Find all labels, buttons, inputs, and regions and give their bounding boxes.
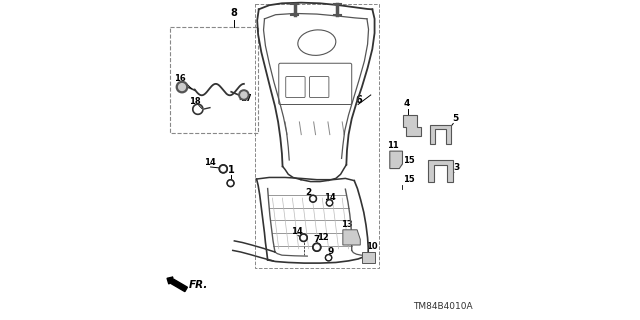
Text: 14: 14 bbox=[204, 158, 215, 167]
Polygon shape bbox=[390, 151, 403, 169]
Text: 8: 8 bbox=[230, 8, 237, 18]
Text: 3: 3 bbox=[454, 163, 460, 172]
Text: 5: 5 bbox=[452, 114, 459, 123]
Polygon shape bbox=[403, 115, 420, 136]
Text: FR.: FR. bbox=[188, 280, 208, 290]
Circle shape bbox=[219, 165, 227, 173]
Circle shape bbox=[325, 254, 332, 261]
Circle shape bbox=[176, 81, 188, 93]
Text: 9: 9 bbox=[327, 247, 333, 256]
Circle shape bbox=[179, 84, 186, 91]
Circle shape bbox=[300, 234, 307, 242]
Text: 4: 4 bbox=[403, 99, 410, 108]
Circle shape bbox=[301, 236, 305, 240]
Text: 14: 14 bbox=[324, 193, 335, 202]
Polygon shape bbox=[430, 125, 451, 143]
Text: 18: 18 bbox=[189, 97, 200, 106]
Circle shape bbox=[241, 92, 247, 98]
Circle shape bbox=[239, 90, 249, 100]
Circle shape bbox=[327, 256, 330, 260]
Circle shape bbox=[310, 195, 317, 202]
Text: 17: 17 bbox=[239, 94, 252, 103]
Polygon shape bbox=[362, 252, 375, 263]
Polygon shape bbox=[428, 160, 452, 182]
Text: 7: 7 bbox=[313, 236, 319, 244]
Text: 15: 15 bbox=[403, 156, 415, 164]
Text: TM84B4010A: TM84B4010A bbox=[413, 302, 472, 311]
Text: 1: 1 bbox=[228, 165, 235, 175]
FancyArrow shape bbox=[167, 277, 188, 292]
Text: 15: 15 bbox=[403, 175, 415, 184]
Circle shape bbox=[311, 197, 315, 201]
Circle shape bbox=[221, 167, 225, 171]
Text: 13: 13 bbox=[340, 220, 352, 229]
Text: 6: 6 bbox=[356, 95, 362, 105]
Circle shape bbox=[314, 245, 319, 250]
Text: 10: 10 bbox=[366, 243, 378, 252]
Text: 12: 12 bbox=[317, 233, 328, 242]
Circle shape bbox=[326, 200, 333, 206]
Text: 11: 11 bbox=[387, 141, 399, 150]
Circle shape bbox=[313, 243, 321, 252]
Text: 14: 14 bbox=[291, 227, 303, 236]
Polygon shape bbox=[343, 230, 360, 245]
Text: 16: 16 bbox=[174, 74, 186, 83]
Circle shape bbox=[328, 201, 332, 204]
Circle shape bbox=[227, 180, 234, 187]
Circle shape bbox=[228, 181, 232, 185]
Text: 2: 2 bbox=[306, 188, 312, 197]
